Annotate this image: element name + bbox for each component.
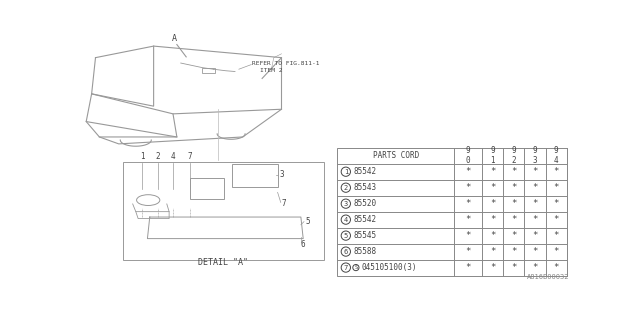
- Text: *: *: [554, 231, 559, 240]
- Text: *: *: [511, 263, 516, 272]
- Text: 4: 4: [171, 152, 175, 161]
- Text: *: *: [511, 199, 516, 208]
- Text: *: *: [490, 231, 495, 240]
- Text: *: *: [465, 167, 471, 176]
- Text: *: *: [532, 167, 538, 176]
- Text: 1: 1: [344, 169, 348, 175]
- Text: 9
1: 9 1: [490, 146, 495, 165]
- Text: 9
4: 9 4: [554, 146, 559, 165]
- Text: *: *: [465, 263, 471, 272]
- Text: 5: 5: [305, 217, 310, 226]
- Text: 3: 3: [344, 201, 348, 207]
- Text: *: *: [554, 183, 559, 192]
- Text: 7: 7: [344, 265, 348, 271]
- Text: *: *: [532, 215, 538, 224]
- Text: *: *: [490, 199, 495, 208]
- Text: *: *: [465, 247, 471, 256]
- Text: 6: 6: [300, 240, 305, 249]
- Text: *: *: [511, 231, 516, 240]
- Text: 85520: 85520: [353, 199, 377, 208]
- Text: 4: 4: [344, 217, 348, 223]
- Text: 7: 7: [282, 199, 286, 208]
- Text: REFER TO FIG.811-1: REFER TO FIG.811-1: [252, 61, 319, 66]
- Text: 85545: 85545: [353, 231, 377, 240]
- Text: 045105100(3): 045105100(3): [362, 263, 417, 272]
- Text: *: *: [465, 199, 471, 208]
- Text: *: *: [490, 167, 495, 176]
- Bar: [202, 68, 215, 73]
- Text: 85588: 85588: [353, 247, 377, 256]
- Text: *: *: [490, 215, 495, 224]
- Text: *: *: [554, 247, 559, 256]
- Bar: [337, 148, 566, 276]
- Text: A816B00032: A816B00032: [527, 274, 570, 280]
- Text: S: S: [355, 265, 358, 270]
- Text: *: *: [511, 215, 516, 224]
- Text: *: *: [554, 199, 559, 208]
- Text: *: *: [532, 231, 538, 240]
- Text: 85542: 85542: [353, 215, 377, 224]
- Text: 1: 1: [140, 152, 144, 161]
- Text: *: *: [490, 247, 495, 256]
- Text: 85543: 85543: [353, 183, 377, 192]
- Text: ITEM 2: ITEM 2: [260, 68, 282, 73]
- Text: 85542: 85542: [353, 167, 377, 176]
- Text: *: *: [554, 263, 559, 272]
- Text: *: *: [554, 215, 559, 224]
- Text: *: *: [490, 183, 495, 192]
- Text: *: *: [490, 263, 495, 272]
- Text: *: *: [532, 263, 538, 272]
- Text: *: *: [465, 183, 471, 192]
- Text: 9
0: 9 0: [466, 146, 470, 165]
- Text: 7: 7: [188, 152, 193, 161]
- Text: *: *: [465, 231, 471, 240]
- Text: *: *: [532, 183, 538, 192]
- Bar: [123, 162, 324, 260]
- Text: 9
2: 9 2: [511, 146, 516, 165]
- Text: *: *: [554, 167, 559, 176]
- Text: *: *: [511, 247, 516, 256]
- Text: PARTS CORD: PARTS CORD: [372, 151, 419, 160]
- Text: 6: 6: [344, 249, 348, 255]
- Text: *: *: [532, 199, 538, 208]
- Text: *: *: [511, 167, 516, 176]
- Text: 2: 2: [155, 152, 160, 161]
- Text: A: A: [172, 34, 177, 43]
- Text: 3: 3: [280, 170, 285, 179]
- Text: *: *: [465, 215, 471, 224]
- Text: 9
3: 9 3: [533, 146, 538, 165]
- Text: *: *: [532, 247, 538, 256]
- Text: *: *: [511, 183, 516, 192]
- Text: 5: 5: [344, 233, 348, 239]
- Text: DETAIL "A": DETAIL "A": [198, 258, 248, 267]
- Text: 2: 2: [344, 185, 348, 191]
